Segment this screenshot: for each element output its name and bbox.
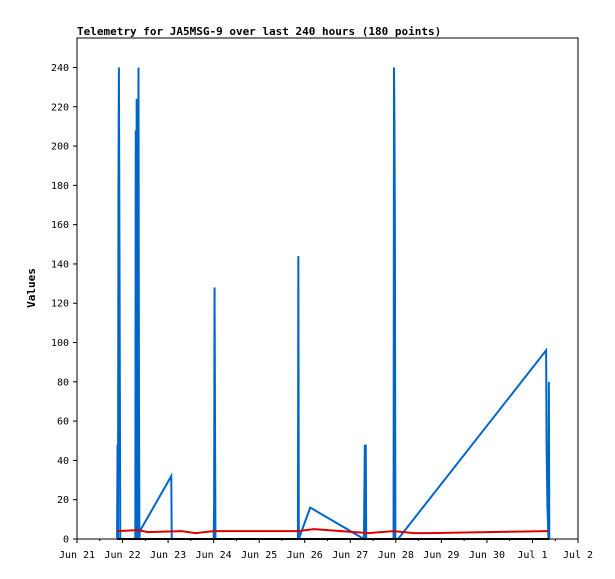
y-tick-label: 120 <box>51 299 69 310</box>
y-tick-label: 100 <box>51 338 69 349</box>
plot-frame <box>76 37 579 540</box>
x-tick-label: Jun 22 <box>104 550 140 561</box>
y-axis-label: Values <box>25 268 38 308</box>
y-tick-label: 180 <box>51 181 69 192</box>
y-axis: 0 20 40 60 80 100 120 140 160 180 200 220 240 <box>51 63 77 546</box>
x-tick-label: Jun 27 <box>332 550 368 561</box>
y-tick-label: 60 <box>57 417 69 428</box>
x-tick-label: Jun 24 <box>196 550 232 561</box>
y-tick-label: 20 <box>57 495 69 506</box>
x-tick-label: Jul 1 <box>517 550 547 561</box>
y-tick-label: 40 <box>57 456 69 467</box>
x-tick-label: Jun 30 <box>469 550 505 561</box>
plot-area: Jun 21 Jun 22 Jun 23 Jun 24 Jun 25 Jun 26 Jun … <box>51 37 593 561</box>
x-tick-label: Jun 21 <box>59 550 95 561</box>
x-tick-label: Jun 25 <box>241 550 277 561</box>
chart-title: Telemetry for JA5MSG-9 over last 240 hou… <box>77 25 441 38</box>
series-line-0 <box>116 67 551 541</box>
x-tick-label: Jul 2 <box>563 550 593 561</box>
x-tick-label: Jun 29 <box>423 550 459 561</box>
x-tick-label: Jun 23 <box>150 550 186 561</box>
x-axis: Jun 21 Jun 22 Jun 23 Jun 24 Jun 25 Jun 26 Jun … <box>59 539 593 561</box>
x-tick-label: Jun 28 <box>378 550 414 561</box>
y-tick-label: 200 <box>51 142 69 153</box>
series-line-1 <box>117 528 549 535</box>
series-layer <box>116 67 551 541</box>
y-tick-label: 240 <box>51 63 69 74</box>
y-tick-label: 0 <box>63 535 69 546</box>
x-tick-label: Jun 26 <box>287 550 323 561</box>
y-tick-label: 160 <box>51 220 69 231</box>
y-tick-label: 80 <box>57 377 69 388</box>
y-tick-label: 220 <box>51 102 69 113</box>
y-tick-label: 140 <box>51 259 69 270</box>
